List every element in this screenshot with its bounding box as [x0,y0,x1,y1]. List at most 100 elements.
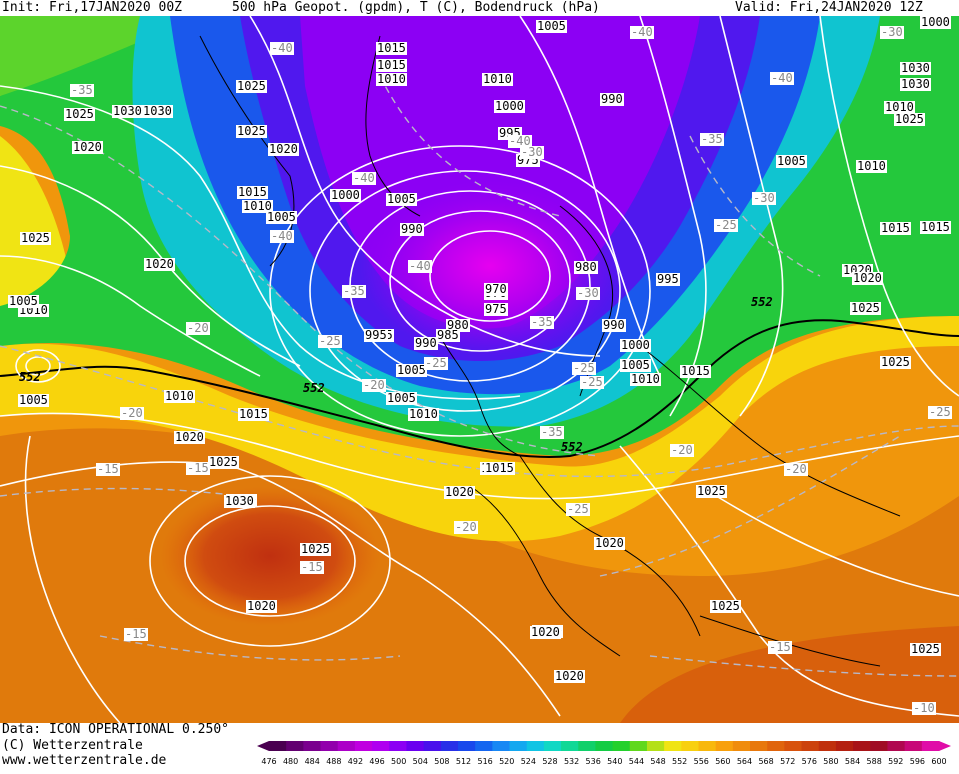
isotherm-label: -20 [454,520,478,534]
legend-swatch [853,741,871,751]
isobar-label: 1025 [208,455,239,469]
isobar-label: 1015 [238,407,269,421]
isobar-label: 995 [364,328,388,342]
legend-tick-label: 584 [845,757,860,766]
legend-tick-label: 480 [283,757,298,766]
copyright: (C) Wetterzentrale [2,738,143,753]
legend-swatch [750,741,768,751]
weather-map: 1015 1015 1010 1005 1010 1025 1030 1025 1025 1020… [0,16,959,723]
isobar-label: 1015 [376,58,407,72]
isotherm-label: -25 [928,405,952,419]
isobar-label: 1000 [330,188,361,202]
isobar-label: 1015 [484,461,515,475]
isobar-label: 1000 [494,99,525,113]
isobar-label: 1010 [242,199,273,213]
isobar-label: 1030 [112,104,143,118]
legend-tick-label: 560 [715,757,730,766]
legend-swatch [870,741,888,751]
isobar-label: 1010 [884,100,915,114]
legend-tick-label: 564 [737,757,752,766]
legend-tick-label: 580 [823,757,838,766]
isotherm-label: -20 [186,321,210,335]
isobar-label: 1005 [386,192,417,206]
legend-swatch [921,741,940,751]
legend-tick-label: 516 [477,757,492,766]
legend-tick-label: 556 [694,757,709,766]
data-source: Data: ICON OPERATIONAL 0.250° [2,722,229,737]
isobar-label: 1025 [710,599,741,613]
isobar-label: 1020 [72,140,103,154]
legend-arrow-low [257,741,269,751]
legend-swatch [629,741,648,751]
isobar-label: 1015 [880,221,911,235]
init-time: Init: Fri,17JAN2020 00Z [2,0,183,15]
isobar-label: 1030 [900,77,931,91]
legend-tick-label: 488 [326,757,341,766]
pressure-center-label: 1030 [224,494,255,508]
isobar-label: 1005 [266,210,297,224]
isotherm-label: -40 [352,171,376,185]
pressure-center-label: 970 [484,282,508,296]
low-core [360,176,620,356]
legend-swatch [423,741,442,751]
field-description: 500 hPa Geopot. (gpdm), T (C), Bodendruc… [232,0,600,15]
legend-swatch [440,741,459,751]
isotherm-label: -15 [96,462,120,476]
isobar-label: 1025 [236,79,267,93]
legend-tick-label: 484 [305,757,320,766]
legend-swatch [818,741,837,751]
isotherm-label: -25 [580,375,604,389]
legend-swatch [389,741,407,751]
isobar-label: 1025 [64,107,95,121]
legend-tick-label: 504 [413,757,428,766]
isotherm-label: -25 [714,218,738,232]
legend-swatch [492,741,511,751]
legend-tick-label: 528 [542,757,557,766]
legend-swatch [303,741,322,751]
legend-tick-label: 524 [521,757,536,766]
isobar-label: 990 [602,318,626,332]
legend-swatch [509,741,528,751]
chart-header: Init: Fri,17JAN2020 00Z 500 hPa Geopot. … [0,0,959,16]
valid-time: Valid: Fri,24JAN2020 12Z [735,0,923,15]
isobar-label: 1005 [396,363,427,377]
legend-tick-label: 576 [802,757,817,766]
legend-swatch [320,741,339,751]
legend-tick-label: 512 [456,757,471,766]
contour-552 [0,319,959,458]
legend-tick-label: 572 [780,757,795,766]
isotherm-label: -30 [752,191,776,205]
isotherm-label: -35 [530,315,554,329]
isobar-label: 1015 [237,185,268,199]
isobar-label: 1010 [408,407,439,421]
isobar-label: 1025 [300,542,331,556]
legend-tick-label: 476 [261,757,276,766]
isotherm-label: -25 [424,356,448,370]
isobar-label: 1025 [696,484,727,498]
legend-swatch [646,741,665,751]
legend-tick-label: 540 [607,757,622,766]
isobar-label: 1005 [620,358,651,372]
isotherm-label: -10 [912,701,936,715]
isobar-label: 1020 [530,625,561,639]
legend-swatch [286,741,304,751]
contour-552-label: 552 [19,370,41,384]
isobar-label: 1015 [680,364,711,378]
isobar-label: 1025 [236,124,267,138]
legend-swatch [784,741,803,751]
isobar-label: 1010 [164,389,195,403]
isotherm-label: -20 [670,443,694,457]
legend-swatch [835,741,854,751]
contour-552-label: 552 [751,295,773,309]
isobar-label: 975 [484,302,508,316]
legend-swatch [578,741,596,751]
website-link[interactable]: www.wetterzentrale.de [2,753,167,768]
legend-swatch [715,741,734,751]
legend-swatch [681,741,699,751]
isobar-label: 995 [656,272,680,286]
legend-swatch [372,741,390,751]
isotherm-label: -30 [880,25,904,39]
legend-tick-label: 492 [348,757,363,766]
isobar-label: 1020 [554,669,585,683]
legend-tick-label: 548 [650,757,665,766]
